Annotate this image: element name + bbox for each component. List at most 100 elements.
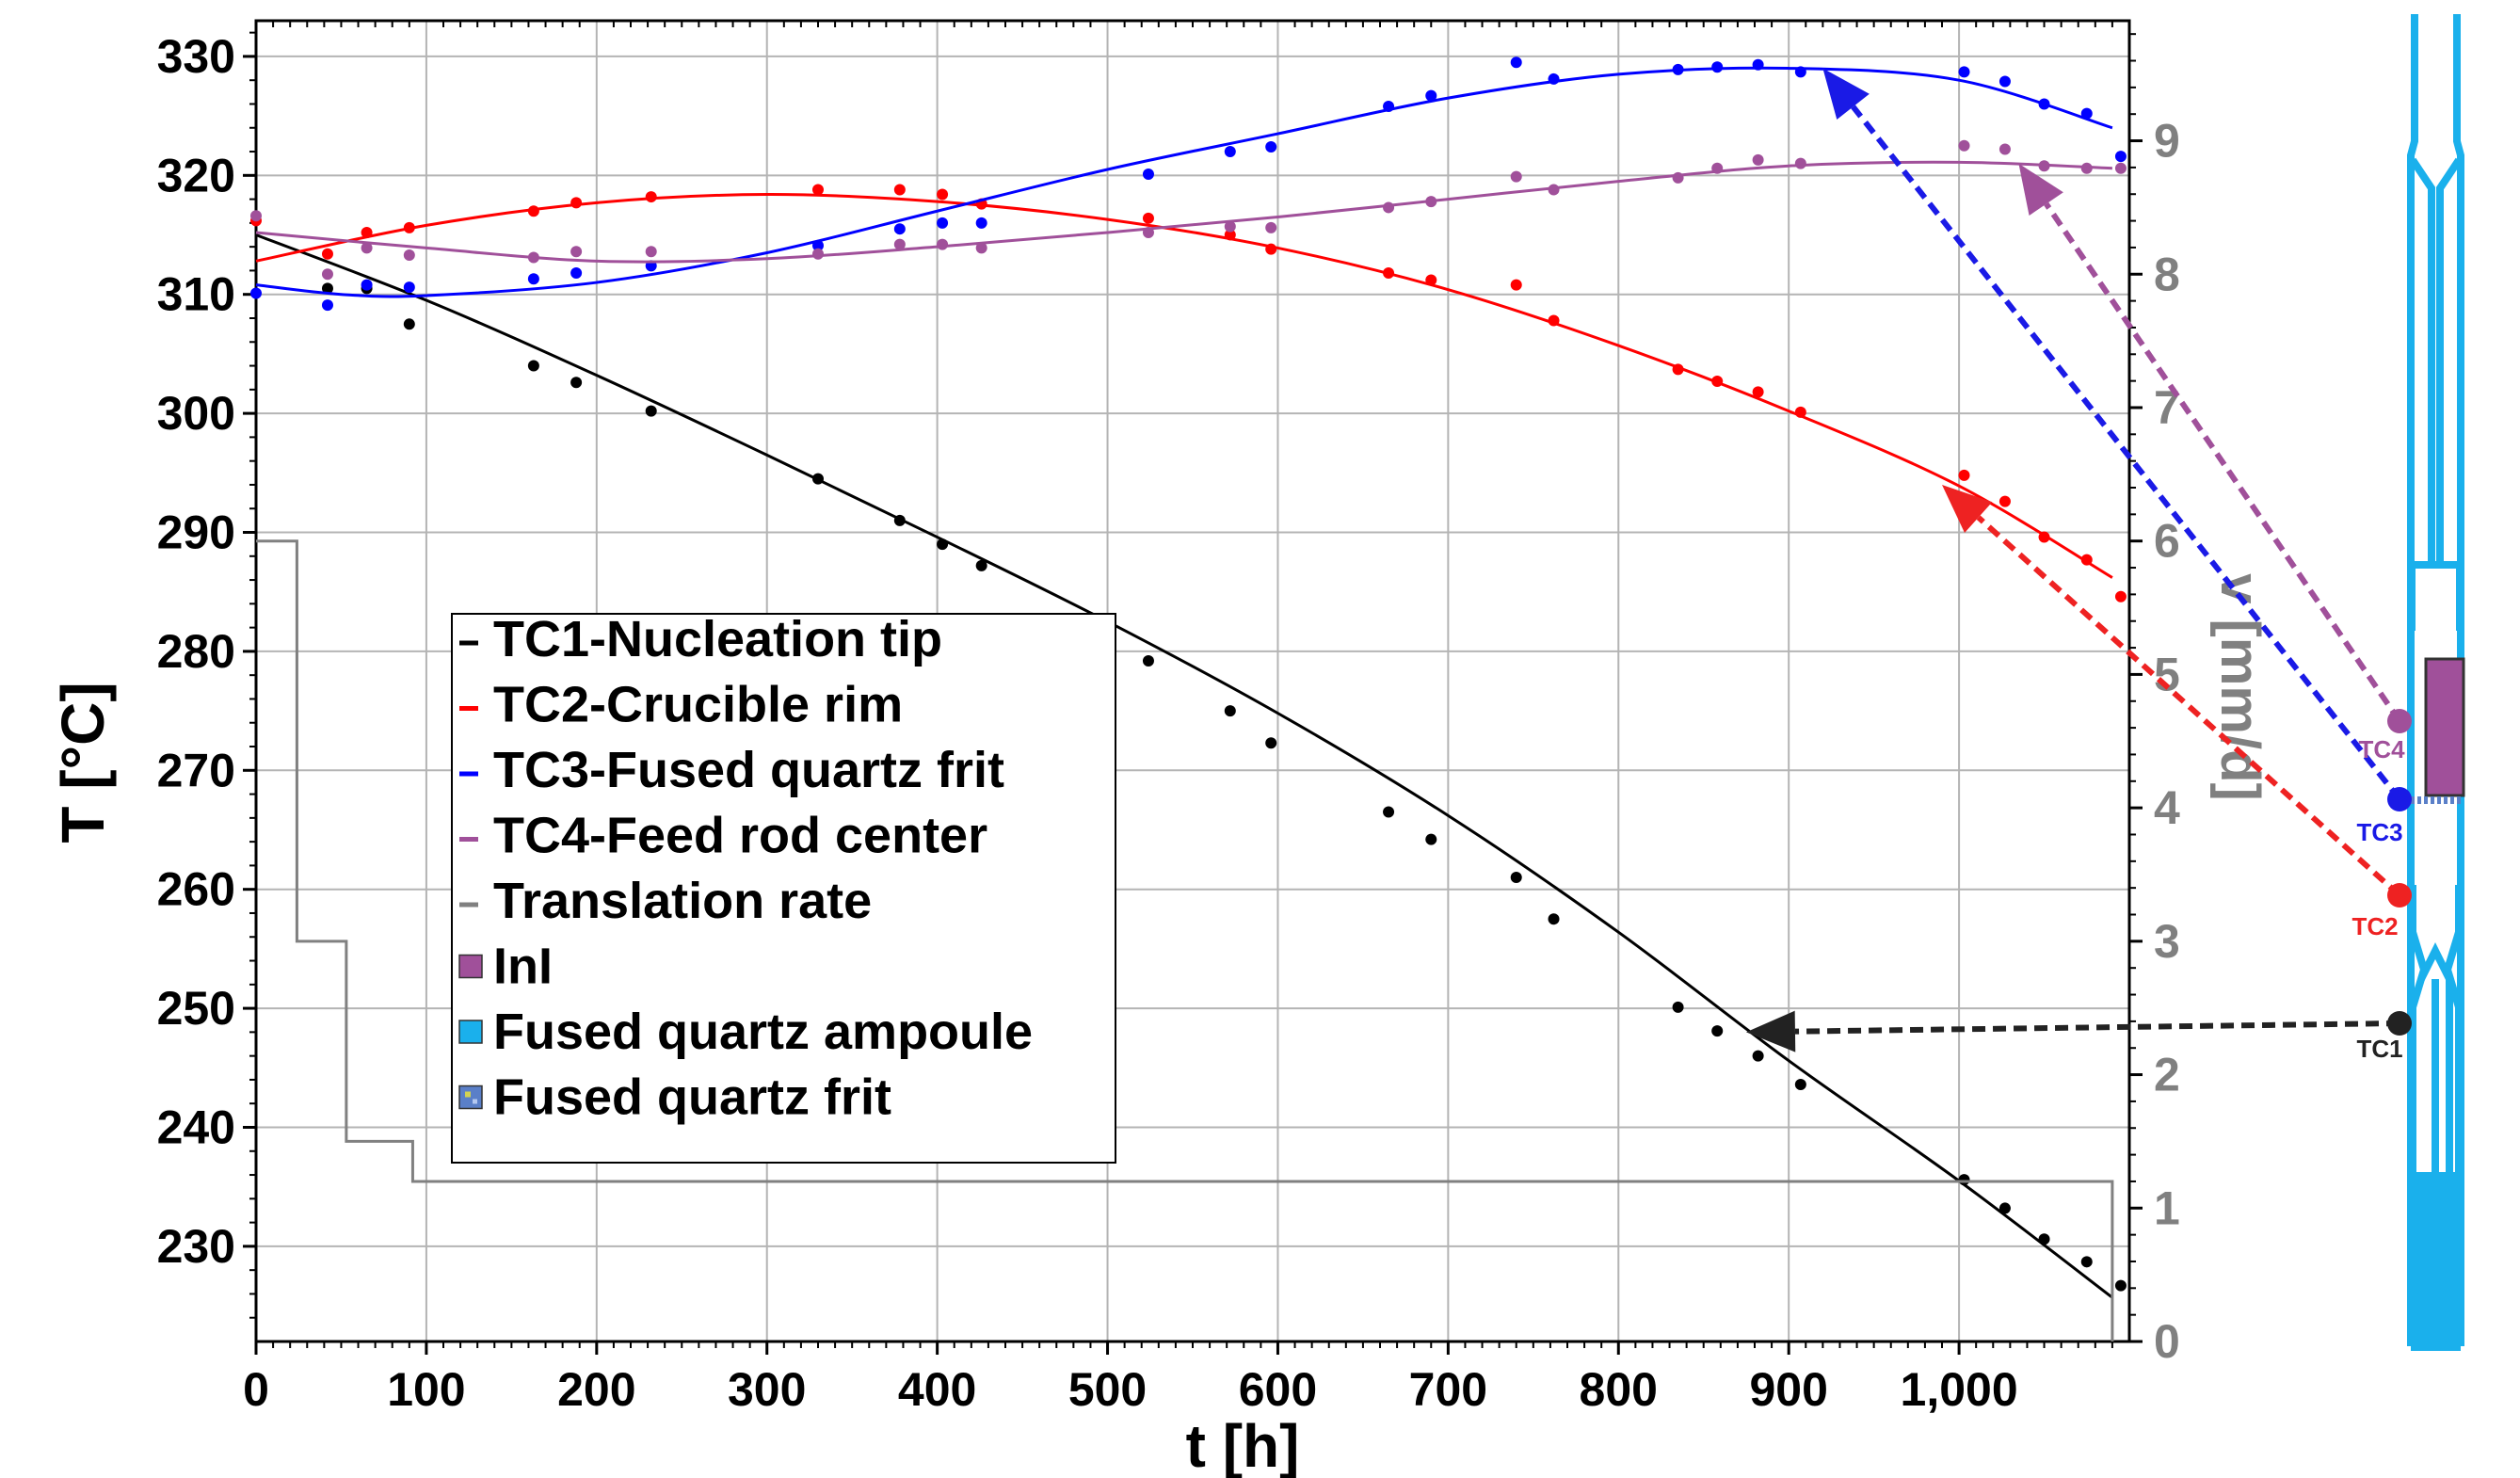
data-point bbox=[361, 242, 373, 254]
data-point bbox=[1711, 61, 1724, 73]
data-point bbox=[1672, 63, 1684, 75]
data-point bbox=[527, 360, 539, 372]
data-point bbox=[937, 538, 949, 551]
minor-ticks bbox=[249, 21, 2136, 1348]
thermocouple-label: TC1 bbox=[2356, 1035, 2402, 1063]
data-point bbox=[1752, 1050, 1764, 1062]
x-tick-label: 400 bbox=[898, 1363, 976, 1416]
data-point bbox=[645, 405, 657, 417]
data-point bbox=[570, 266, 583, 279]
x-tick-label: 1,000 bbox=[1901, 1363, 2018, 1416]
data-point bbox=[2114, 151, 2127, 163]
data-point bbox=[2038, 160, 2050, 172]
legend-item: Translation rate bbox=[459, 873, 872, 929]
data-point bbox=[1752, 153, 1764, 166]
x-tick-label: 700 bbox=[1409, 1363, 1487, 1416]
data-point bbox=[570, 377, 583, 389]
data-point bbox=[1711, 375, 1724, 387]
legend-swatch-texture bbox=[465, 1091, 471, 1098]
y2-tick-label: 8 bbox=[2154, 248, 2180, 300]
data-point bbox=[403, 249, 415, 262]
data-point bbox=[1998, 75, 2011, 88]
data-point bbox=[1224, 220, 1236, 233]
y2-tick-label: 3 bbox=[2154, 915, 2180, 968]
data-point bbox=[645, 246, 657, 258]
data-point bbox=[1383, 266, 1395, 279]
data-point bbox=[1752, 386, 1764, 398]
y2-tick-label: 1 bbox=[2154, 1181, 2180, 1234]
data-point bbox=[403, 221, 415, 233]
series-4 bbox=[250, 139, 2127, 281]
data-point bbox=[1958, 66, 1970, 78]
legend-swatch-texture bbox=[473, 1099, 477, 1104]
data-point bbox=[570, 197, 583, 209]
data-point bbox=[321, 299, 333, 312]
data-point bbox=[2038, 98, 2050, 110]
data-point bbox=[1958, 139, 1970, 152]
data-point bbox=[2080, 107, 2093, 120]
legend-label: TC3-Fused quartz frit bbox=[493, 742, 1004, 798]
annotation-arrow-head bbox=[1745, 1010, 1796, 1052]
data-point bbox=[321, 268, 333, 281]
data-point bbox=[1425, 196, 1437, 208]
ampoule-right-taper-outer bbox=[2436, 157, 2463, 565]
x-tick-label: 600 bbox=[1239, 1363, 1317, 1416]
data-point bbox=[1672, 1001, 1684, 1013]
data-point bbox=[361, 279, 373, 291]
legend-swatch-square bbox=[458, 954, 483, 979]
data-point bbox=[1142, 212, 1154, 224]
data-point bbox=[1224, 146, 1236, 158]
legend-label: Fused quartz ampoule bbox=[493, 1004, 1033, 1060]
legend-swatch-square bbox=[458, 1020, 483, 1044]
data-point bbox=[1265, 140, 1277, 153]
x-axis-label: t [h] bbox=[1186, 1412, 1300, 1478]
data-point bbox=[1794, 157, 1806, 169]
annotation-arrow-head bbox=[1942, 484, 1993, 534]
legend-item: TC2-Crucible rim bbox=[459, 677, 903, 733]
series-3 bbox=[250, 56, 2127, 312]
annotation-arrow-line bbox=[1851, 104, 2402, 801]
data-point bbox=[1711, 162, 1724, 174]
data-point bbox=[2038, 531, 2050, 543]
data-point bbox=[893, 238, 906, 250]
y2-tick-label: 0 bbox=[2154, 1315, 2180, 1368]
data-point bbox=[2080, 162, 2093, 174]
data-point bbox=[645, 191, 657, 203]
data-point bbox=[1425, 89, 1437, 102]
thermocouple-label: TC4 bbox=[2358, 735, 2405, 763]
y-tick-label: 260 bbox=[157, 863, 235, 916]
data-point bbox=[1998, 495, 2011, 507]
y-tick-label: 280 bbox=[157, 625, 235, 678]
crucible-lower-left bbox=[2409, 885, 2429, 1172]
data-point bbox=[2080, 554, 2093, 566]
data-point bbox=[1383, 101, 1395, 113]
series-5 bbox=[256, 539, 2114, 1341]
series-1 bbox=[255, 233, 2127, 1299]
y-tick-label: 240 bbox=[157, 1100, 235, 1153]
data-point bbox=[2038, 1233, 2050, 1245]
x-axis-ticks: 0 100 200 300 400 500 600 700 800 900 1,000 bbox=[243, 1341, 2018, 1416]
y2-tick-label: 2 bbox=[2154, 1049, 2180, 1101]
data-point bbox=[2114, 1279, 2127, 1292]
thermocouple-marker bbox=[2387, 787, 2412, 811]
data-point bbox=[250, 287, 262, 299]
annotation-tc1: TC1 bbox=[1745, 1010, 2412, 1063]
data-point bbox=[812, 239, 824, 251]
legend-label: Translation rate bbox=[493, 873, 872, 929]
annotation-arrow-line bbox=[1794, 1020, 2400, 1035]
series-fit-line bbox=[255, 233, 2113, 1299]
legend-label: TC4-Feed rod center bbox=[493, 808, 987, 864]
data-point bbox=[1142, 655, 1154, 667]
inI-feed-rod bbox=[2424, 657, 2465, 797]
data-point bbox=[403, 281, 415, 294]
y-tick-label: 270 bbox=[157, 744, 235, 796]
data-point bbox=[2114, 590, 2127, 602]
y-tick-label: 300 bbox=[157, 387, 235, 440]
data-point bbox=[1998, 143, 2011, 155]
y-tick-label: 320 bbox=[157, 149, 235, 201]
data-point bbox=[361, 226, 373, 238]
data-point bbox=[1998, 1202, 2011, 1214]
y2-tick-label: 6 bbox=[2154, 515, 2180, 568]
data-point bbox=[1794, 66, 1806, 78]
legend-box bbox=[451, 613, 1116, 1164]
